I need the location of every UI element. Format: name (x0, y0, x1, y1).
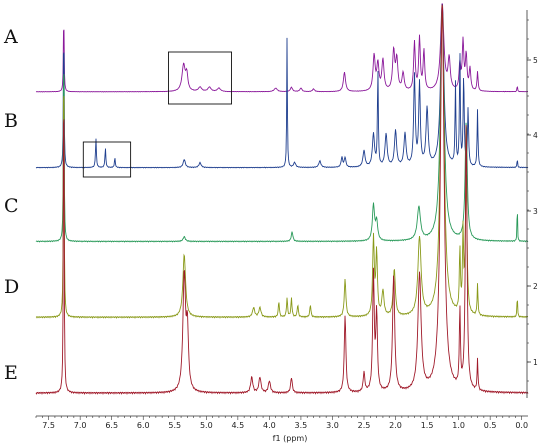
panel-letter-A: A (3, 26, 18, 48)
right-axis-label: 4 (533, 131, 538, 140)
x-tick-label: 2.0 (389, 421, 402, 430)
right-axis-label: 1 (533, 358, 538, 367)
x-tick-label: 7.0 (74, 421, 87, 430)
x-tick-label: 2.5 (358, 421, 371, 430)
x-tick-label: 5.0 (200, 421, 213, 430)
x-tick-label: 4.0 (263, 421, 276, 430)
panel-letters-layer: A B C D E (3, 26, 19, 384)
spectrum-line-D (35, 5, 529, 319)
highlight-boxes-layer (82, 51, 232, 178)
x-tick-label: 3.5 (295, 421, 308, 430)
spectrum-line-B (35, 4, 529, 169)
x-tick-label: 5.5 (168, 421, 181, 430)
spectrum-line-E (35, 4, 529, 395)
x-axis-title: f1 (ppm) (273, 434, 308, 443)
x-axis-layer: 7.5 7.0 6.5 6.0 5.5 5.0 4.5 4.0 3.5 3.0 2.5 2.0 1.5 1… (35, 415, 528, 430)
x-tick-label: 4.5 (231, 421, 244, 430)
right-axis-layer: 5 4 3 2 1 (526, 10, 538, 398)
right-axis-label: 2 (533, 282, 538, 291)
panel-letter-E: E (4, 362, 18, 384)
x-tick-label: 6.0 (137, 421, 150, 430)
spectra-layer (35, 3, 529, 395)
x-tick-label: 1.0 (452, 421, 465, 430)
x-tick-label: 3.0 (326, 421, 339, 430)
panel-letter-B: B (4, 110, 18, 132)
panel-letter-D: D (4, 276, 19, 298)
right-axis-label: 3 (533, 207, 538, 216)
x-tick-label: 7.5 (42, 421, 55, 430)
x-tick-label: 6.5 (105, 421, 118, 430)
highlight-box-B (82, 141, 132, 178)
spectrum-line-A (35, 3, 529, 93)
x-tick-label: 0.5 (484, 421, 497, 430)
highlight-box-A (168, 51, 232, 105)
right-axis-label: 5 (533, 56, 538, 65)
x-tick-label: 0.0 (515, 421, 528, 430)
panel-letter-C: C (4, 195, 19, 217)
spectrum-line-C (35, 5, 529, 243)
x-tick-label: 1.5 (421, 421, 434, 430)
